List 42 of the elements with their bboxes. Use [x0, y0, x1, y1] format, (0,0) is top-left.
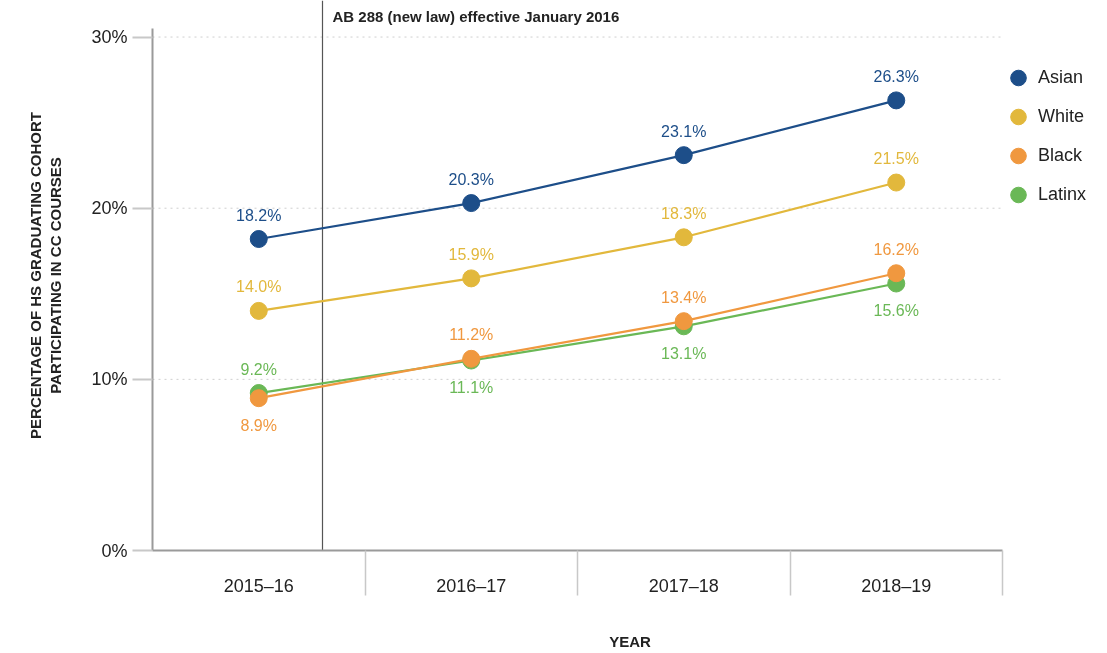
data-label: 8.9%: [240, 416, 277, 434]
x-tick-label: 2018–19: [861, 575, 932, 596]
point: [249, 389, 268, 408]
ref-line-label: AB 288 (new law) effective January 2016: [332, 7, 620, 25]
x-tick-label: 2017–18: [648, 575, 719, 596]
data-label: 20.3%: [448, 170, 494, 188]
data-label: 13.4%: [661, 288, 707, 306]
point: [887, 91, 906, 110]
data-label: 9.2%: [240, 360, 277, 378]
legend-label: White: [1038, 106, 1085, 127]
data-label: 18.2%: [236, 206, 282, 224]
point: [887, 173, 906, 192]
point: [674, 228, 693, 247]
point: [887, 264, 906, 283]
data-label: 21.5%: [873, 150, 919, 168]
y-tick-label: 30%: [91, 27, 128, 48]
data-label: 13.1%: [661, 344, 707, 362]
y-tick-label: 0%: [101, 540, 128, 561]
point: [462, 269, 481, 288]
point: [462, 194, 481, 213]
data-label: 23.1%: [661, 122, 707, 140]
point: [249, 230, 268, 248]
x-tick-label: 2015–16: [223, 575, 294, 596]
data-label: 11.1%: [449, 379, 494, 397]
data-label: 15.9%: [448, 245, 494, 263]
legend-label: Latinx: [1038, 184, 1087, 205]
point: [674, 312, 693, 331]
legend-label: Black: [1038, 145, 1083, 166]
x-axis-title: YEAR: [609, 632, 651, 650]
data-label: 15.6%: [873, 302, 919, 320]
data-label: 16.2%: [873, 240, 919, 258]
legend-label: Asian: [1038, 67, 1084, 88]
point: [249, 301, 268, 320]
data-label: 26.3%: [873, 67, 919, 85]
data-label: 18.3%: [661, 204, 707, 222]
y-axis-title: PERCENTAGE OF HS GRADUATING COHORT PARTICIPATING IN CC COURSES: [27, 112, 65, 439]
y-tick-label: 10%: [91, 369, 128, 390]
data-label: 14.0%: [236, 278, 282, 296]
point: [674, 146, 693, 165]
x-tick-label: 2016–17: [436, 575, 507, 596]
y-tick-label: 20%: [91, 198, 128, 219]
data-label: 11.2%: [449, 326, 494, 344]
